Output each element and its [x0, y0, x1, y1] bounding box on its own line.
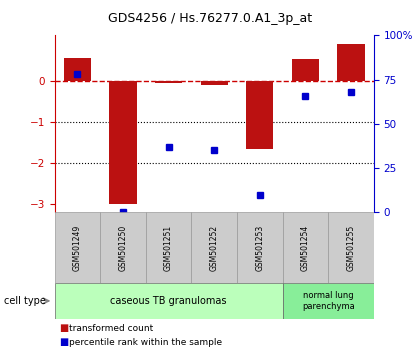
- Text: GSM501250: GSM501250: [118, 225, 128, 271]
- Bar: [337, 45, 365, 81]
- Bar: [109, 81, 136, 204]
- Text: normal lung
parenchyma: normal lung parenchyma: [302, 291, 354, 310]
- Text: ■: ■: [59, 323, 68, 333]
- Bar: [155, 81, 182, 83]
- Text: GSM501253: GSM501253: [255, 225, 264, 271]
- Bar: [283, 212, 328, 283]
- Text: ■: ■: [59, 337, 68, 348]
- Bar: [292, 59, 319, 81]
- Text: GSM501249: GSM501249: [73, 225, 82, 271]
- Bar: [100, 212, 146, 283]
- Bar: [246, 81, 273, 149]
- Bar: [64, 58, 91, 81]
- Text: GSM501254: GSM501254: [301, 225, 310, 271]
- Text: cell type: cell type: [4, 296, 46, 306]
- Bar: [55, 283, 283, 319]
- Bar: [55, 212, 100, 283]
- Text: GDS4256 / Hs.76277.0.A1_3p_at: GDS4256 / Hs.76277.0.A1_3p_at: [108, 12, 312, 25]
- Bar: [283, 283, 374, 319]
- Text: GSM501255: GSM501255: [346, 225, 355, 271]
- Text: GSM501252: GSM501252: [210, 225, 219, 271]
- Bar: [146, 212, 192, 283]
- Text: caseous TB granulomas: caseous TB granulomas: [110, 296, 227, 306]
- Text: percentile rank within the sample: percentile rank within the sample: [69, 338, 223, 347]
- Text: transformed count: transformed count: [69, 324, 154, 333]
- Text: GSM501251: GSM501251: [164, 225, 173, 271]
- Bar: [200, 81, 228, 85]
- Bar: [192, 212, 237, 283]
- Bar: [328, 212, 374, 283]
- Bar: [237, 212, 283, 283]
